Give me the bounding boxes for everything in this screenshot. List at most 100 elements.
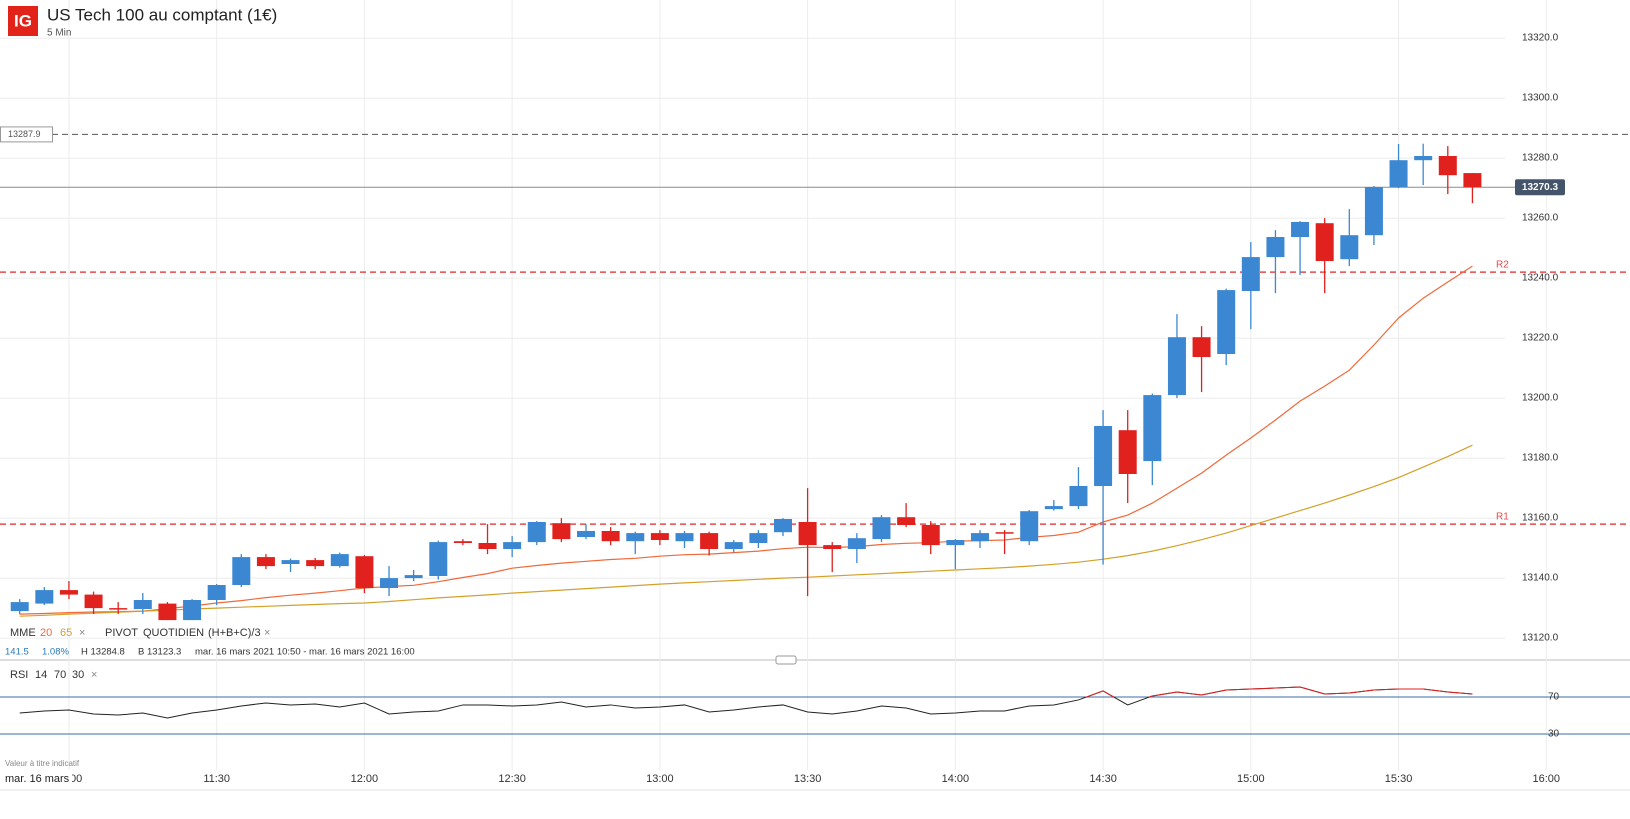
candle-body	[1217, 290, 1236, 354]
y-tick-label: 13160.0	[1522, 513, 1559, 524]
pivot-label: R2	[1496, 260, 1509, 271]
candle-body	[404, 575, 423, 579]
candle-body	[995, 532, 1014, 534]
close-button[interactable]: ×	[79, 627, 85, 639]
last-price-label: 13270.3	[1522, 182, 1559, 193]
y-tick-label: 13200.0	[1522, 393, 1559, 404]
plot	[0, 133, 1630, 719]
change: 141.5	[5, 647, 29, 658]
pivot-label: R1	[1496, 512, 1509, 523]
y-tick-label: 13260.0	[1522, 213, 1559, 224]
candle-body	[158, 603, 177, 621]
disclaimer: Valeur à titre indicatif	[5, 759, 80, 768]
x-tick-label: 16:00	[1533, 773, 1561, 785]
high: H 13284.8	[81, 647, 125, 658]
resize-handle[interactable]	[775, 655, 797, 665]
candle-body	[380, 578, 399, 588]
candle-body	[1389, 160, 1408, 188]
candle-body	[577, 531, 596, 537]
pivot-period: QUOTIDIEN	[143, 627, 204, 639]
candle-body	[1044, 506, 1063, 510]
candle-body	[773, 519, 792, 533]
candle-body	[478, 543, 497, 549]
candle-body	[453, 541, 472, 543]
candle-body	[256, 557, 275, 567]
y-tick-label: 30	[1548, 729, 1560, 740]
candle-body	[552, 523, 571, 540]
candle-body	[1020, 511, 1039, 542]
y-tick-label: 70	[1548, 692, 1560, 703]
x-tick-label: 15:30	[1385, 773, 1413, 785]
candle-body	[355, 556, 374, 588]
candle-body	[798, 522, 817, 546]
close-button[interactable]: ×	[264, 627, 270, 639]
x-tick-label: 14:00	[942, 773, 970, 785]
title: US Tech 100 au comptant (1€)	[47, 5, 277, 24]
date-range: mar. 16 mars 2021 10:50 - mar. 16 mars 2…	[195, 647, 415, 658]
candle-body	[207, 585, 226, 600]
reference-label: 13287.9	[8, 129, 41, 139]
candle-body	[650, 533, 669, 540]
logo-box	[8, 6, 38, 36]
candle-body	[503, 542, 522, 549]
logo-text: IG	[14, 11, 32, 30]
candle-body	[306, 560, 325, 567]
rsi-overbought	[1085, 686, 1473, 697]
labels: IG US Tech 100 au comptant (1€) 5 Min MM…	[0, 5, 1565, 787]
candle-body	[1241, 257, 1260, 291]
candle-body	[1340, 235, 1359, 260]
x-tick-label: 15:00	[1237, 773, 1265, 785]
mme-period: 20	[40, 627, 52, 639]
candle-body	[847, 538, 866, 549]
rsi-param: 14	[35, 669, 47, 681]
candle-body	[626, 533, 645, 542]
last-price-box	[1515, 179, 1565, 196]
x-tick-label: 12:00	[351, 773, 379, 785]
pivot-formula: (H+B+C)/3	[208, 627, 261, 639]
candle-body	[1364, 187, 1383, 236]
candle-body	[749, 533, 768, 543]
x-tick-label: 13:30	[794, 773, 822, 785]
candle-body	[970, 533, 989, 542]
candle-body	[897, 517, 916, 525]
candle-body	[429, 542, 448, 576]
candle-body	[183, 600, 202, 621]
candle-body	[1315, 223, 1334, 261]
candle-body	[281, 560, 300, 564]
x-tick-label: 11:30	[203, 773, 230, 785]
y-tick-label: 13300.0	[1522, 93, 1559, 104]
rsi-label: RSI	[10, 669, 28, 681]
candle-body	[10, 602, 29, 612]
candle-body	[1438, 156, 1457, 176]
layout	[0, 6, 1630, 791]
pivot-label: PIVOT	[105, 627, 138, 639]
cursor-date-box	[0, 771, 72, 787]
candle-body	[601, 531, 620, 542]
y-tick-label: 13320.0	[1522, 33, 1559, 44]
candle-body	[527, 522, 546, 543]
candle-body	[1192, 337, 1211, 357]
y-tick-label: 13220.0	[1522, 333, 1559, 344]
y-tick-label: 13240.0	[1522, 273, 1559, 284]
moving-average	[19, 444, 1473, 617]
candle-body	[232, 557, 251, 585]
grid	[0, 0, 1630, 770]
candle-body	[946, 540, 965, 546]
candle-body	[109, 608, 128, 610]
candle-body	[1266, 237, 1285, 258]
y-tick-label: 13120.0	[1522, 633, 1559, 644]
candle-body	[1463, 173, 1482, 188]
candle-body	[921, 525, 940, 546]
y-tick-label: 13180.0	[1522, 453, 1559, 464]
x-tick-label: 14:30	[1089, 773, 1117, 785]
close-button[interactable]: ×	[91, 669, 97, 681]
candle-body	[675, 533, 694, 542]
moving-average	[19, 265, 1473, 615]
candle-body	[700, 533, 719, 549]
rsi-param: 70	[54, 669, 66, 681]
y-tick-label: 13280.0	[1522, 153, 1559, 164]
candle-body	[1118, 430, 1137, 474]
x-tick-label: 12:30	[498, 773, 526, 785]
cursor-date: mar. 16 mars	[5, 773, 70, 785]
